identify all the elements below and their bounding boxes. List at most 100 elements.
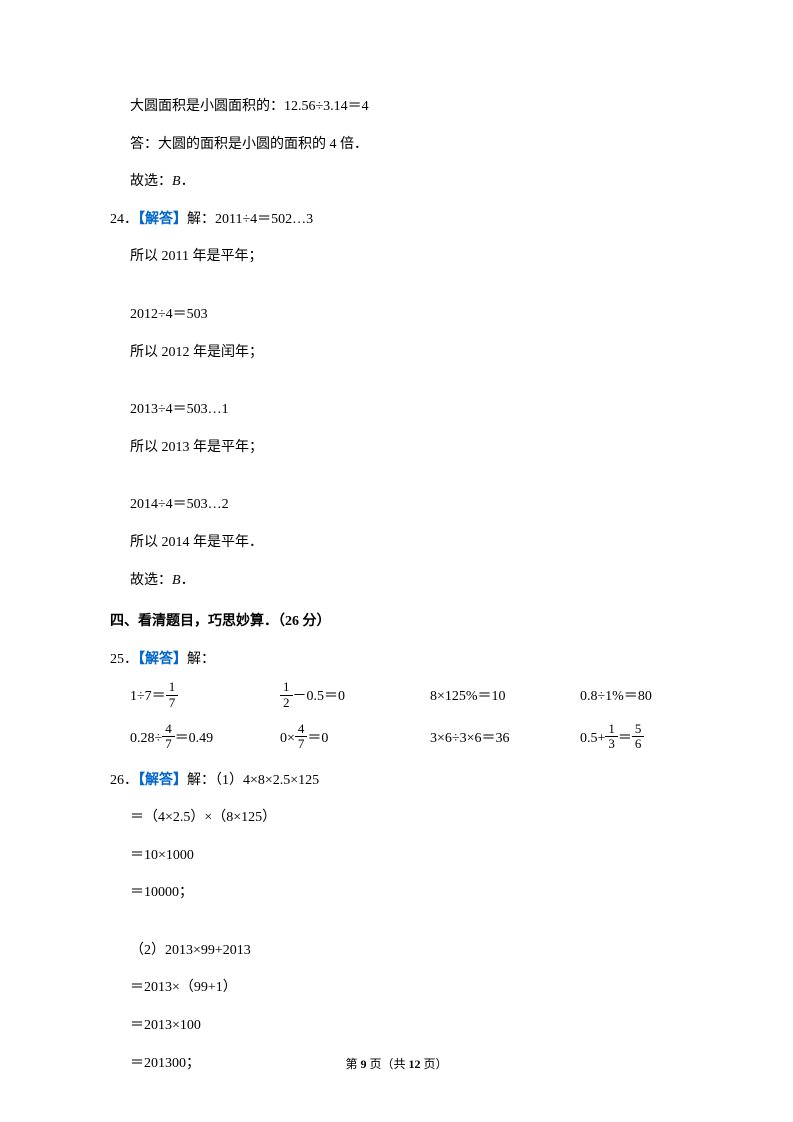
numerator: 1 (280, 680, 293, 695)
q26-line: （2）2013×99+2013 (110, 934, 693, 968)
equation-row-2: 0.28÷47＝0.49 0×47＝0 3×6÷3×6＝36 0.5+13＝56 (110, 722, 693, 756)
text: ＝2013×（99+1） (130, 980, 237, 995)
text: 故选： (130, 573, 172, 588)
period: ． (181, 573, 195, 588)
dot: ． (124, 212, 138, 227)
numerator: 4 (162, 722, 175, 737)
equation-cell: 1÷7＝17 (130, 680, 280, 714)
intro-line-3: 故选：B． (110, 165, 693, 199)
text: 2012÷4＝503 (130, 307, 208, 322)
answer-tag: 【解答】 (138, 773, 187, 788)
page-footer: 第 9 页（共 12 页） (0, 1055, 793, 1072)
numerator: 4 (295, 722, 308, 737)
text: 0.28÷ (130, 731, 162, 746)
text: 0.8÷1%＝80 (580, 689, 652, 704)
q24-line: 所以 2011 年是平年； (110, 240, 693, 274)
text: 解：（1）4×8×2.5×125 (187, 773, 319, 788)
fraction: 56 (632, 722, 645, 752)
answer-tag: 【解答】 (138, 652, 187, 667)
text: ＝10×1000 (130, 848, 194, 863)
text: 大圆面积是小圆面积的： (130, 99, 284, 114)
spacer (110, 373, 693, 393)
text: 2013÷4＝503…1 (130, 402, 229, 417)
text: 所以 2012 年是闰年； (130, 345, 263, 360)
equation: 12.56÷3.14＝4 (284, 99, 369, 114)
q24-line: 2012÷4＝503 (110, 298, 693, 332)
dot: ． (124, 652, 138, 667)
fraction: 47 (295, 722, 308, 752)
text: 3×6÷3×6＝36 (430, 731, 509, 746)
equation-cell: 0.8÷1%＝80 (580, 680, 710, 714)
text: 8×125%＝10 (430, 689, 506, 704)
equation-cell: 0×47＝0 (280, 722, 430, 756)
equation-cell: 0.5+13＝56 (580, 722, 710, 756)
q24-line: 所以 2014 年是平年． (110, 526, 693, 560)
q26-line: ＝2013×（99+1） (110, 971, 693, 1005)
text: 所以 2014 年是平年． (130, 535, 263, 550)
q26-header: 26．【解答】解：（1）4×8×2.5×125 (110, 764, 693, 798)
q26-line: ＝10000； (110, 876, 693, 910)
text: 第 (345, 1057, 360, 1071)
q24-line: 所以 2013 年是平年； (110, 431, 693, 465)
denominator: 7 (166, 696, 179, 710)
text: ＝0.49 (175, 731, 214, 746)
q26-line: ＝2013×100 (110, 1009, 693, 1043)
equation-cell: 0.28÷47＝0.49 (130, 722, 280, 756)
text: ＝10000； (130, 885, 193, 900)
section-4-header: 四、看清题目，巧思妙算．（26 分） (110, 605, 693, 639)
spacer (110, 278, 693, 298)
numerator: 5 (632, 722, 645, 737)
text: 解： (187, 652, 215, 667)
equation-cell: 8×125%＝10 (430, 680, 580, 714)
q26-line: ＝（4×2.5）×（8×125） (110, 801, 693, 835)
text: 故选： (130, 174, 172, 189)
text: 所以 2011 年是平年； (130, 249, 262, 264)
text: －0.5＝0 (293, 689, 346, 704)
text: ＝0 (307, 731, 328, 746)
denominator: 7 (295, 737, 308, 751)
document-content: 大圆面积是小圆面积的：12.56÷3.14＝4 答：大圆的面积是小圆的面积的 4… (110, 90, 693, 1080)
denominator: 2 (280, 696, 293, 710)
spacer (110, 468, 693, 488)
numerator: 1 (166, 680, 179, 695)
fraction: 47 (162, 722, 175, 752)
q24-line: 2013÷4＝503…1 (110, 393, 693, 427)
denominator: 3 (605, 737, 618, 751)
total-pages: 12 (409, 1057, 421, 1071)
q26-line: ＝10×1000 (110, 839, 693, 873)
text: （2）2013×99+2013 (130, 943, 251, 958)
q24-header: 24．【解答】解：2011÷4＝502…3 (110, 203, 693, 237)
denominator: 7 (162, 737, 175, 751)
fraction: 17 (166, 680, 179, 710)
q24-conclusion: 故选：B． (110, 564, 693, 598)
answer-tag: 【解答】 (138, 212, 187, 227)
q25-header: 25．【解答】解： (110, 643, 693, 677)
text: 0.5+ (580, 731, 605, 746)
denominator: 6 (632, 737, 645, 751)
question-number: 26 (110, 773, 124, 788)
choice: B (172, 174, 181, 189)
text: 页） (421, 1057, 448, 1071)
spacer (110, 914, 693, 934)
intro-line-2: 答：大圆的面积是小圆的面积的 4 倍． (110, 128, 693, 162)
question-number: 25 (110, 652, 124, 667)
numerator: 1 (605, 722, 618, 737)
text: 0× (280, 731, 295, 746)
equation-cell: 12－0.5＝0 (280, 680, 430, 714)
text: ＝（4×2.5）×（8×125） (130, 810, 276, 825)
period: ． (181, 174, 195, 189)
text: 所以 2013 年是平年； (130, 440, 263, 455)
fraction: 12 (280, 680, 293, 710)
fraction: 13 (605, 722, 618, 752)
question-number: 24 (110, 212, 124, 227)
q24-line: 所以 2012 年是闰年； (110, 336, 693, 370)
text: 页（共 (366, 1057, 408, 1071)
choice: B (172, 573, 181, 588)
q24-line: 2014÷4＝503…2 (110, 488, 693, 522)
text: 答：大圆的面积是小圆的面积的 4 倍． (130, 137, 368, 152)
text: 解：2011÷4＝502…3 (187, 212, 313, 227)
text: ＝2013×100 (130, 1018, 201, 1033)
dot: ． (124, 773, 138, 788)
text: 四、看清题目，巧思妙算．（26 分） (110, 614, 331, 629)
text: ＝ (618, 731, 632, 746)
